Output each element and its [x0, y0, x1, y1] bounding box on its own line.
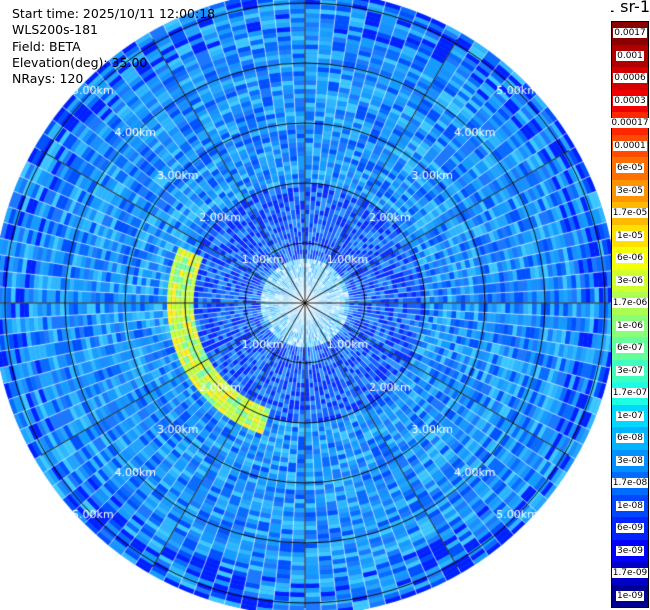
- colorbar-tick-label: 1e-07: [616, 410, 644, 421]
- colorbar-cell: 3e-06: [612, 269, 648, 292]
- colorbar-cell: 1e-05: [612, 224, 648, 247]
- colorbar-tick-label: 3e-06: [616, 275, 644, 286]
- colorbar-tick-label: 0.0003: [613, 95, 647, 106]
- colorbar-tick-label: 1e-09: [616, 590, 644, 601]
- colorbar-cell: 3e-05: [612, 179, 648, 202]
- elevation-label: Elevation(deg): 35.00: [12, 54, 148, 70]
- colorbar-tick-label: 1.7e-05: [611, 208, 649, 219]
- colorbar-tick-label: 1e-08: [616, 500, 644, 511]
- nrays-label: NRays: 120: [12, 71, 84, 87]
- colorbar-cell: 3e-07: [612, 359, 648, 382]
- colorbar-cell: 1e-08: [612, 494, 648, 517]
- colorbar-tick-label: 1e-06: [616, 320, 644, 331]
- colorbar-cell: 1.7e-09: [611, 562, 649, 585]
- colorbar-tick-label: 0.0006: [613, 73, 647, 84]
- colorbar-tick-label: 6e-09: [616, 523, 644, 534]
- colorbar-cell: 1.7e-07: [611, 382, 649, 405]
- colorbar-cell: 6e-07: [612, 337, 648, 360]
- colorbar-cell: 0.0003: [612, 89, 648, 112]
- colorbar-cell: 6e-05: [612, 157, 648, 180]
- colorbar-cell: 1e-06: [612, 314, 648, 337]
- colorbar-tick-label: 1.7e-06: [611, 298, 649, 309]
- colorbar-cell: 1.7e-05: [611, 202, 649, 225]
- colorbar-tick-label: 6e-08: [616, 433, 644, 444]
- instrument-label: WLS200s-181: [12, 22, 98, 38]
- colorbar-tick-label: 1.7e-07: [611, 388, 649, 399]
- colorbar-tick-label: 3e-05: [616, 185, 644, 196]
- colorbar-cell: 3e-09: [612, 539, 648, 562]
- colorbar-tick-label: 6e-06: [616, 253, 644, 264]
- colorbar-tick-label: 6e-07: [616, 343, 644, 354]
- colorbar-tick-label: 1.7e-09: [611, 568, 649, 579]
- colorbar: 0.0017 0.001 0.0006 0.0003 0.00017 0.0001 6e-0…: [610, 21, 650, 608]
- colorbar-tick-label: 3e-09: [616, 545, 644, 556]
- colorbar-cell: 6e-09: [612, 517, 648, 540]
- colorbar-tick-label: 0.001: [616, 50, 644, 61]
- colorbar-unit-title: m-1 sr-1: [611, 0, 650, 16]
- scan-info: Start time: 2025/10/11 12:00:18 WLS200s-…: [12, 6, 215, 87]
- colorbar-tick-label: 0.0017: [613, 28, 647, 39]
- colorbar-cell: 0.001: [612, 44, 648, 67]
- colorbar-cell: 6e-06: [612, 247, 648, 270]
- colorbar-tick-label: 0.0001: [613, 140, 647, 151]
- colorbar-cell: 0.0006: [612, 67, 648, 90]
- colorbar-cell: 1e-07: [612, 404, 648, 427]
- start-time-label: Start time: 2025/10/11 12:00:18: [12, 6, 216, 21]
- colorbar-tick-label: 1.7e-08: [611, 478, 649, 489]
- colorbar-cell: 3e-08: [612, 449, 648, 472]
- colorbar-tick-label: 3e-08: [616, 455, 644, 466]
- colorbar-tick-label: 3e-07: [616, 365, 644, 376]
- colorbar-tick-label: 0.00017: [610, 118, 650, 129]
- colorbar-cell: 0.0001: [612, 134, 648, 157]
- colorbar-cell: 0.00017: [610, 112, 650, 135]
- colorbar-cell: 1e-09: [612, 584, 648, 607]
- colorbar-cell: 1.7e-06: [611, 292, 649, 315]
- colorbar-tick-label: 1e-05: [616, 230, 644, 241]
- colorbar-cell: 0.0017: [612, 22, 648, 45]
- colorbar-cell: 1.7e-08: [611, 472, 649, 495]
- colorbar-cell: 6e-08: [612, 427, 648, 450]
- field-label: Field: BETA: [12, 38, 81, 54]
- colorbar-tick-label: 6e-05: [616, 163, 644, 174]
